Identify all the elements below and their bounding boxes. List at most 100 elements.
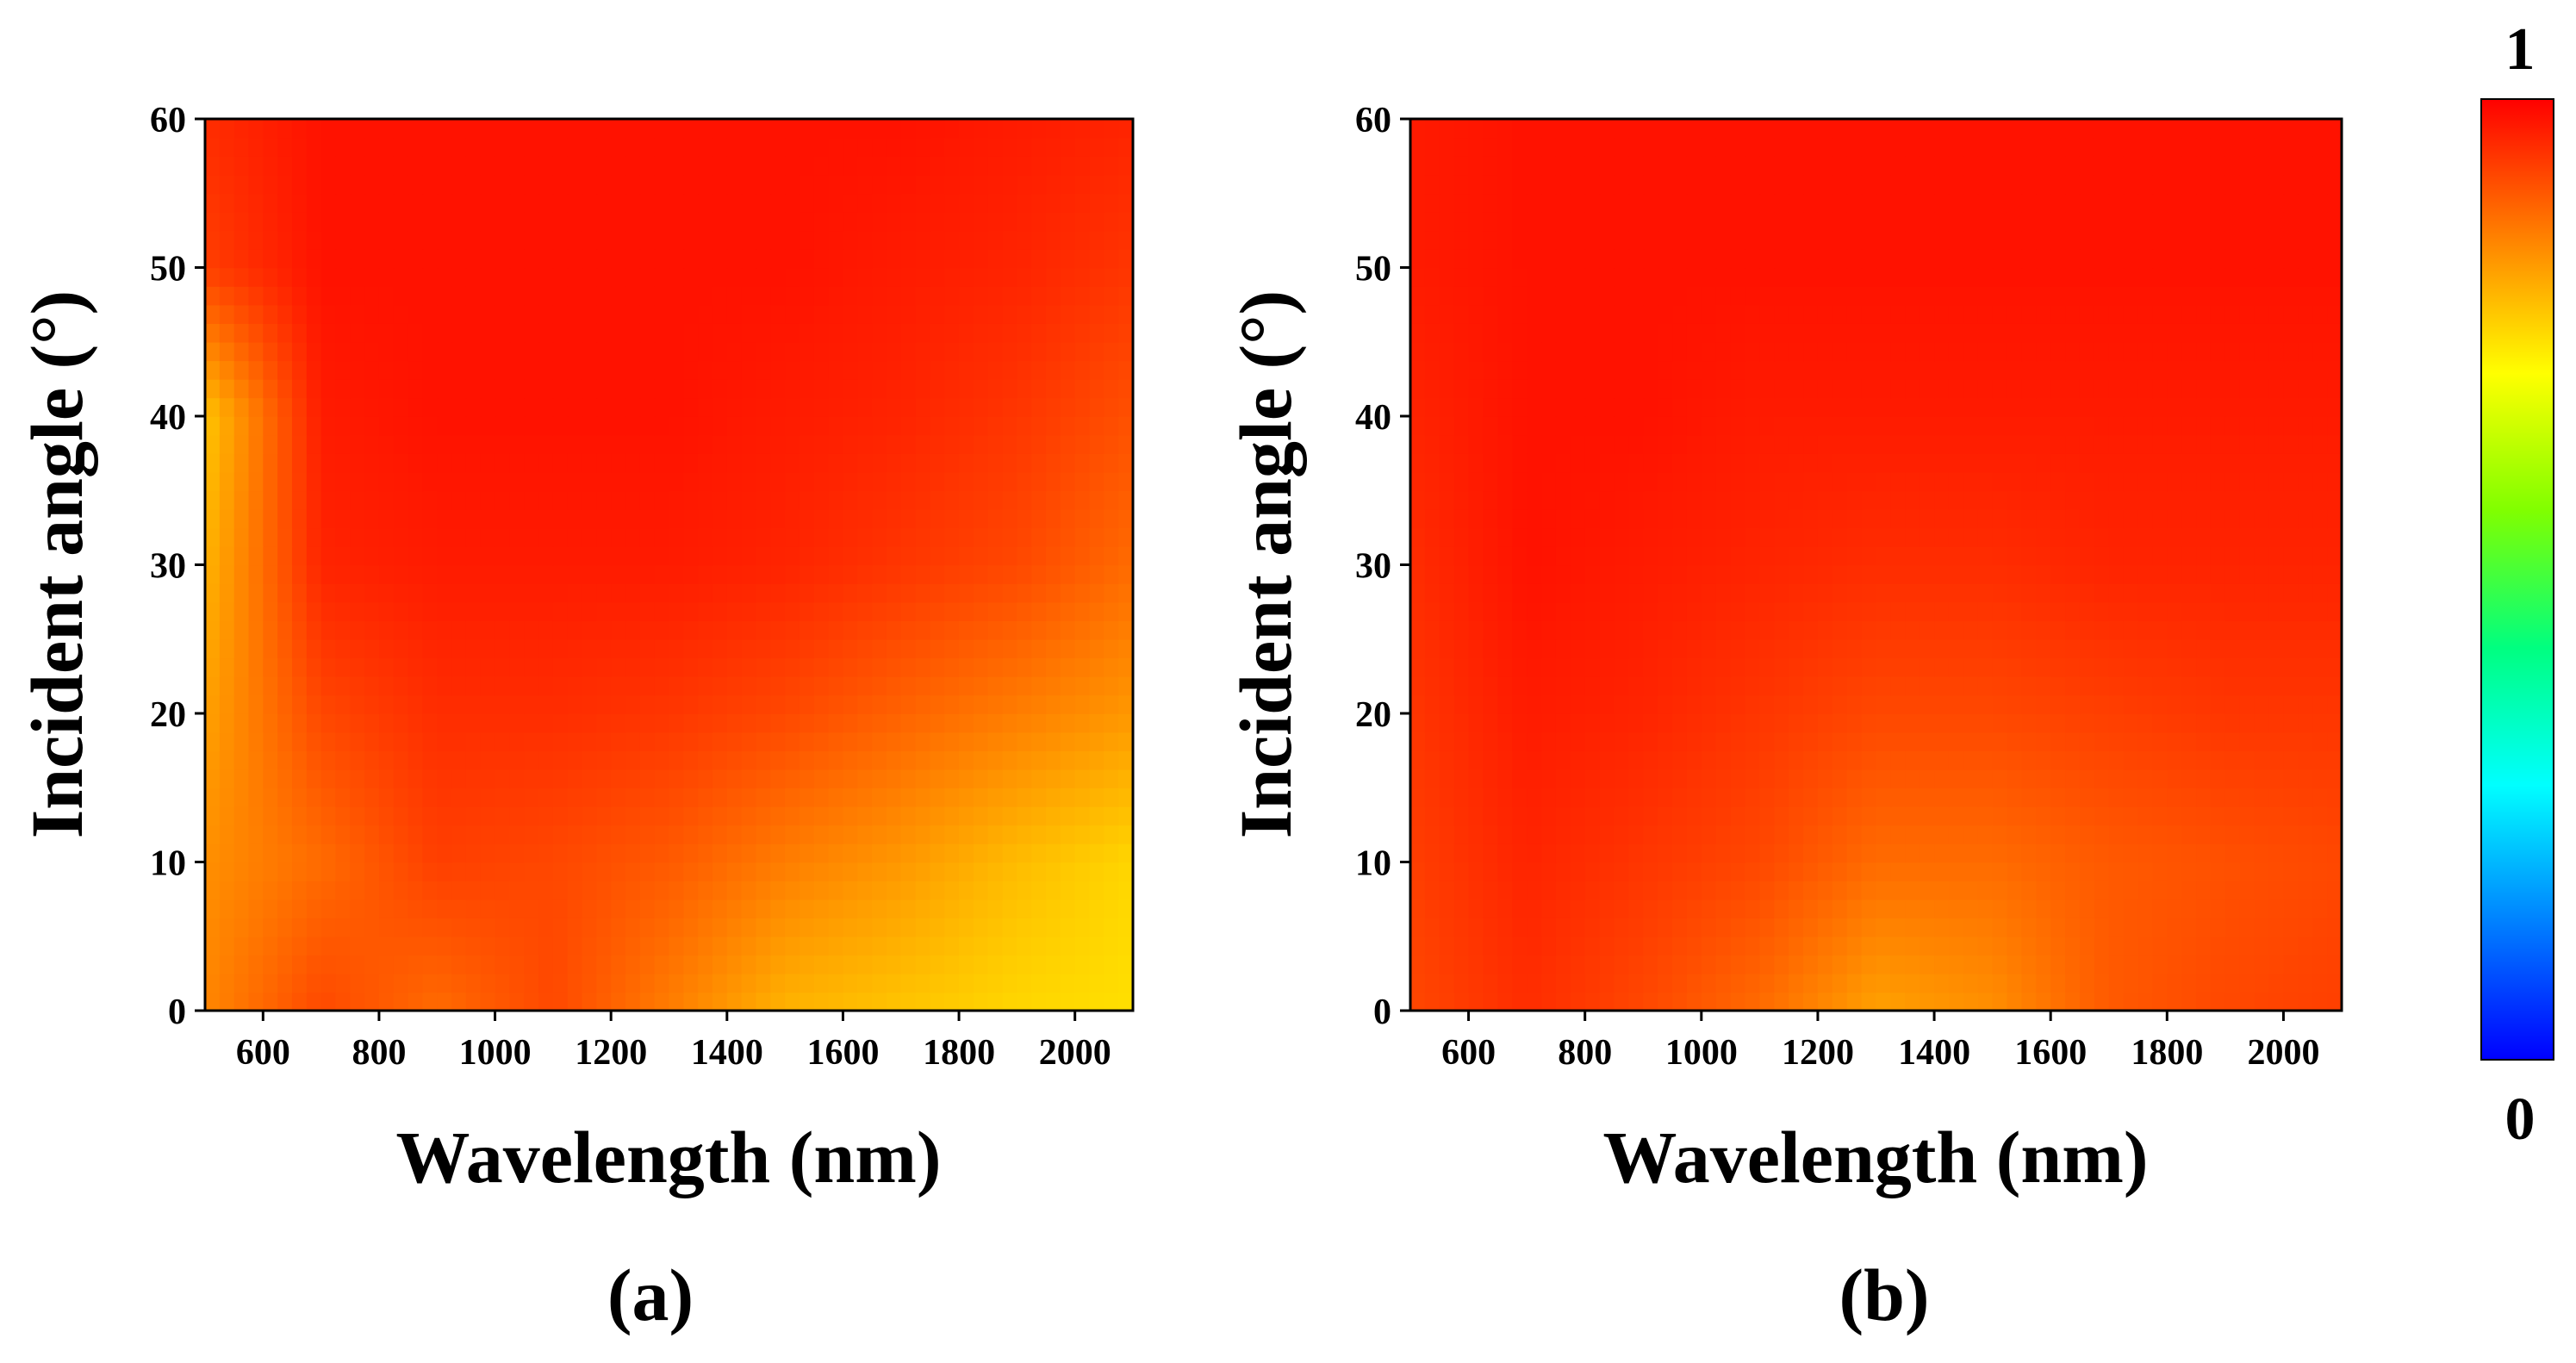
heatmap-cell (1759, 545, 1776, 566)
heatmap-cell (277, 564, 293, 584)
heatmap-cell (770, 675, 786, 696)
heatmap-cell (1060, 675, 1076, 696)
heatmap-cell (813, 304, 830, 324)
heatmap-cell (611, 174, 626, 195)
heatmap-cell (277, 675, 293, 696)
heatmap-cell (2327, 992, 2343, 1011)
heatmap-cell (1701, 694, 1717, 714)
heatmap-cell (1118, 620, 1134, 640)
heatmap-cell (1002, 156, 1018, 176)
heatmap-cell (306, 787, 322, 807)
heatmap-cell (886, 825, 902, 844)
heatmap-cell (1483, 620, 1499, 640)
heatmap-cell (1483, 453, 1499, 473)
heatmap-cell (291, 713, 308, 733)
heatmap-cell (698, 918, 713, 937)
heatmap-cell (726, 769, 743, 789)
heatmap-cell (509, 955, 526, 974)
heatmap-cell (1686, 527, 1702, 547)
heatmap-cell (320, 341, 337, 362)
heatmap-cell (437, 248, 452, 269)
heatmap-cell (2152, 564, 2168, 584)
heatmap-cell (669, 304, 685, 324)
heatmap-cell (248, 750, 264, 770)
heatmap-cell (408, 156, 424, 176)
heatmap-cell (495, 174, 511, 195)
heatmap-cell (741, 694, 757, 714)
heatmap-cell (930, 620, 946, 640)
heatmap-cell (1643, 843, 1658, 863)
heatmap-cell (1643, 713, 1658, 733)
heatmap-cell (277, 378, 293, 399)
heatmap-cell (1074, 137, 1091, 157)
heatmap-cell (1759, 527, 1776, 547)
heatmap-cell (1046, 825, 1061, 844)
heatmap-cell (219, 508, 235, 529)
heatmap-cell (756, 471, 772, 492)
heatmap-cell (1905, 490, 1920, 510)
heatmap-cell (944, 583, 960, 603)
heatmap-cell (2065, 862, 2081, 881)
heatmap-cell (2254, 620, 2270, 640)
heatmap-cell (2152, 973, 2168, 993)
heatmap-cell (552, 378, 569, 399)
heatmap-cell (712, 843, 728, 863)
heatmap-cell (857, 248, 873, 269)
heatmap-cell (1876, 843, 1892, 863)
heatmap-cell (1832, 657, 1848, 677)
heatmap-cell (248, 675, 264, 696)
heatmap-cell (756, 304, 772, 324)
heatmap-cell (741, 434, 757, 454)
heatmap-cell (291, 899, 308, 918)
heatmap-cell (2167, 657, 2182, 677)
heatmap-cell (1745, 694, 1761, 714)
heatmap-cell (2312, 508, 2328, 529)
heatmap-cell (2167, 918, 2182, 937)
heatmap-cell (741, 471, 757, 492)
heatmap-cell (886, 156, 902, 176)
heatmap-cell (1527, 992, 1542, 1011)
heatmap-cell (552, 508, 569, 529)
heatmap-cell (1789, 862, 1804, 881)
heatmap-cell (378, 156, 395, 176)
heatmap-cell (611, 193, 626, 213)
heatmap-cell (843, 211, 859, 232)
heatmap-cell (2283, 750, 2299, 770)
heatmap-cell (973, 638, 989, 659)
heatmap-cell (741, 675, 757, 696)
heatmap-cell (799, 193, 815, 213)
heatmap-cell (248, 323, 264, 343)
heatmap-cell (1992, 675, 2008, 696)
heatmap-cell (712, 825, 728, 844)
heatmap-cell (987, 286, 1004, 306)
heatmap-cell (2079, 936, 2095, 956)
heatmap-cell (1920, 490, 1935, 510)
heatmap-cell (2079, 806, 2095, 826)
heatmap-cell (1701, 787, 1717, 807)
heatmap-cell (364, 899, 380, 918)
heatmap-cell (596, 545, 612, 566)
heatmap-cell (2181, 694, 2197, 714)
heatmap-cell (552, 527, 569, 547)
heatmap-cell (1920, 918, 1935, 937)
heatmap-cell (233, 955, 250, 974)
heatmap-cell (1730, 992, 1746, 1011)
heatmap-cell (1410, 769, 1426, 789)
heatmap-cell (1060, 378, 1076, 399)
heatmap-cell (930, 787, 946, 807)
heatmap-cell (1934, 806, 1950, 826)
heatmap-cell (1774, 806, 1789, 826)
heatmap-cell (1934, 620, 1950, 640)
heatmap-cell (524, 230, 539, 250)
heatmap-cell (683, 304, 699, 324)
heatmap-cell (900, 323, 917, 343)
heatmap-cell (291, 360, 308, 380)
heatmap-cell (1031, 378, 1047, 399)
heatmap-cell (2181, 490, 2197, 510)
heatmap-cell (233, 471, 250, 492)
heatmap-cell (1046, 193, 1061, 213)
heatmap-cell (756, 713, 772, 733)
heatmap-cell (2327, 731, 2343, 751)
heatmap-cell (364, 230, 380, 250)
heatmap-cell (233, 490, 250, 510)
